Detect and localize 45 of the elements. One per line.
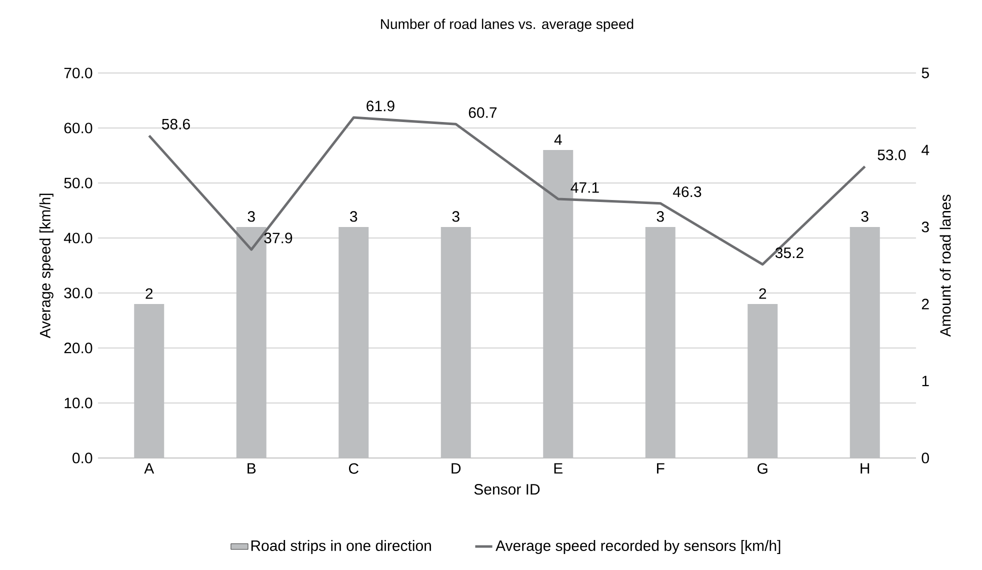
data-label: 35.2 — [775, 248, 804, 258]
y-tick-label: 60.0 — [64, 122, 92, 134]
data-label: 58.6 — [162, 118, 190, 130]
x-tick-label: D — [452, 463, 461, 474]
x-tick-label: C — [348, 463, 358, 474]
x-tick-label: B — [248, 463, 256, 474]
data-label: 3 — [861, 211, 868, 222]
x-tick-label: G — [758, 463, 768, 474]
legend-label: Average speed recorded by sensors [km/h] — [496, 540, 780, 554]
data-label: 3 — [656, 211, 664, 222]
data-label: 2 — [759, 288, 766, 299]
y2-tick-label: 3 — [922, 222, 929, 232]
chart-title: Number of road lanes vs. average speed — [381, 18, 634, 32]
y2-axis-title: Amount of road lanes — [940, 194, 951, 337]
legend-label: Road strips in one direction — [251, 540, 431, 554]
line-series — [148, 116, 866, 266]
data-label: 47.1 — [570, 182, 599, 193]
y-tick-label: 10.0 — [64, 398, 92, 408]
data-label: 61.9 — [366, 100, 394, 112]
y2-tick-label: 4 — [922, 144, 930, 156]
data-label: 2 — [146, 288, 153, 299]
y-tick-label: 30.0 — [64, 288, 92, 298]
x-tick-label: F — [657, 463, 664, 474]
data-label: 3 — [452, 211, 460, 222]
data-label: 37.9 — [264, 232, 292, 244]
y-tick-label: 20.0 — [64, 342, 92, 354]
data-label: 3 — [248, 211, 255, 222]
y-tick-label: 50.0 — [64, 178, 92, 188]
y2-tick-label: 0 — [922, 452, 929, 464]
y-axis-title: Average speed [km/h] — [39, 194, 54, 338]
x-tick-label: A — [144, 463, 154, 474]
y-tick-label: 40.0 — [64, 232, 92, 244]
y2-tick-label: 5 — [922, 68, 929, 78]
data-label: 53.0 — [878, 150, 906, 160]
y2-tick-label: 2 — [922, 298, 929, 310]
x-tick-label: E — [554, 463, 562, 474]
data-label: 60.7 — [468, 107, 497, 118]
data-label: 46.3 — [672, 186, 702, 198]
data-label: 3 — [350, 211, 358, 222]
x-tick-label: H — [860, 463, 870, 474]
data-label: 4 — [554, 134, 562, 145]
y-tick-label: 0.0 — [72, 452, 92, 464]
x-axis-title: Sensor ID — [474, 484, 540, 495]
y-tick-label: 70.0 — [64, 68, 92, 78]
y2-tick-label: 1 — [922, 376, 929, 386]
